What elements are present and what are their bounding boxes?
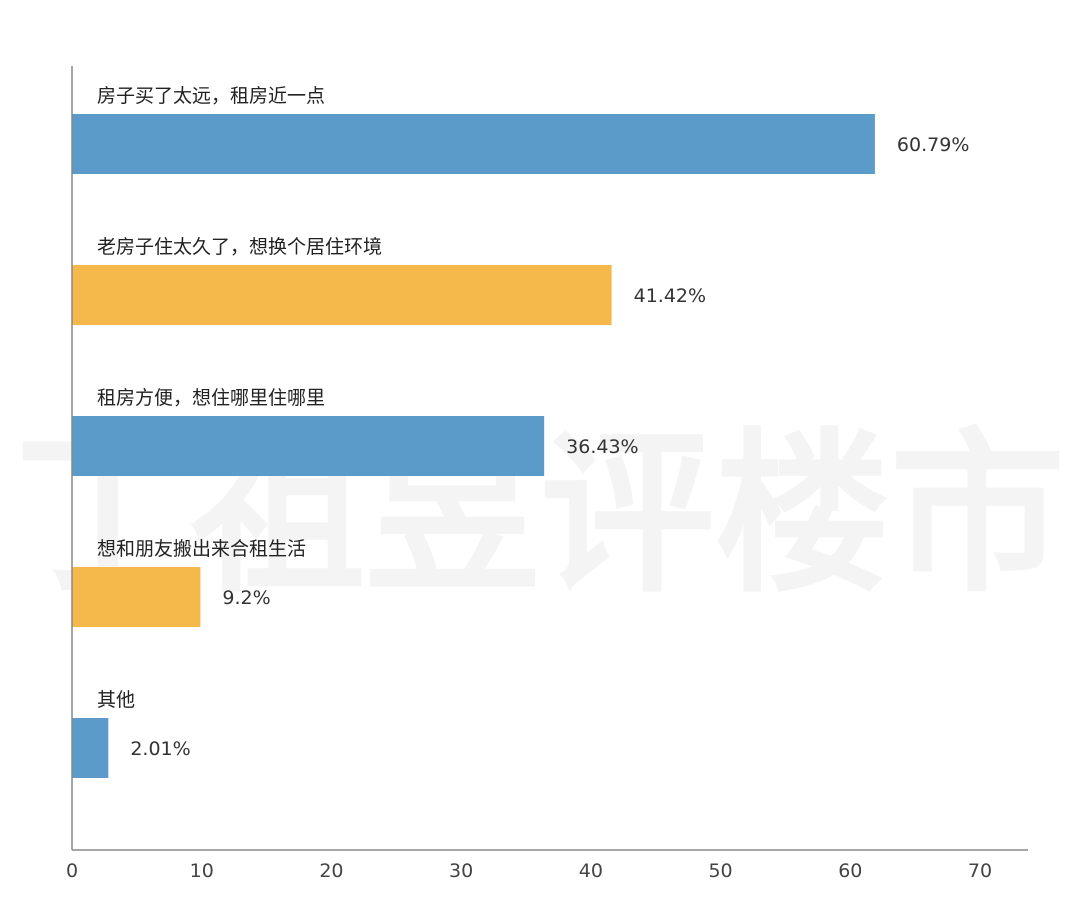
bar bbox=[72, 718, 109, 778]
x-tick-label: 10 bbox=[190, 860, 214, 882]
category-label: 想和朋友搬出来合租生活 bbox=[97, 538, 306, 560]
x-tick-label: 60 bbox=[838, 860, 862, 882]
value-label: 60.79% bbox=[897, 134, 969, 156]
value-label: 36.43% bbox=[566, 436, 638, 458]
x-tick-label: 50 bbox=[708, 860, 732, 882]
x-tick-label: 20 bbox=[319, 860, 343, 882]
bar bbox=[72, 567, 201, 627]
category-label: 租房方便，想住哪里住哪里 bbox=[97, 387, 325, 409]
x-tick-label: 0 bbox=[66, 860, 78, 882]
bar bbox=[72, 114, 875, 174]
value-label: 2.01% bbox=[130, 738, 190, 760]
x-tick-label: 70 bbox=[968, 860, 992, 882]
bars-group: 房子买了太远，租房近一点 60.79% 老房子住太久了，想换个居住环境 41.42% 租… bbox=[72, 85, 969, 778]
x-axis-ticks: 0 10 20 30 40 50 60 70 bbox=[66, 860, 992, 882]
bar bbox=[72, 416, 545, 476]
category-label: 房子买了太远，租房近一点 bbox=[97, 85, 325, 107]
x-tick-label: 40 bbox=[579, 860, 603, 882]
x-tick-label: 30 bbox=[449, 860, 473, 882]
value-label: 9.2% bbox=[222, 587, 270, 609]
category-label: 老房子住太久了，想换个居住环境 bbox=[97, 236, 382, 258]
value-label: 41.42% bbox=[634, 285, 706, 307]
bar bbox=[72, 265, 612, 325]
category-label: 其他 bbox=[97, 689, 135, 711]
